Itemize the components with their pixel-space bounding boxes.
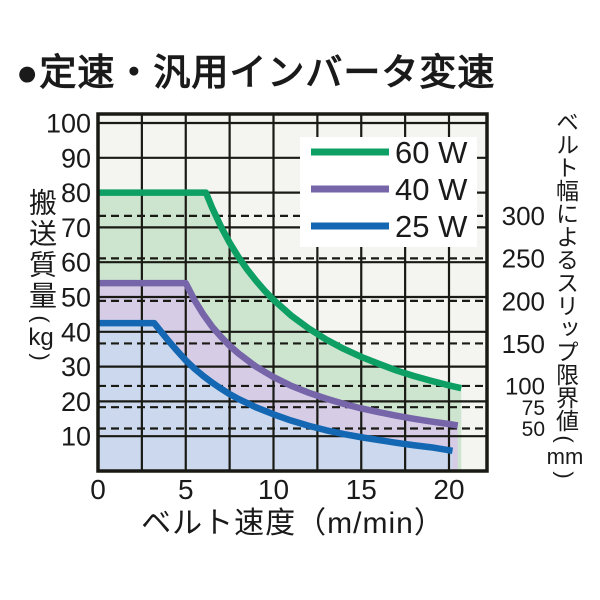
y-axis-tick-label: 30 (61, 352, 91, 382)
legend-label-25w: 25 W (395, 209, 468, 244)
y-axis-tick-label: 100 (46, 109, 91, 139)
legend-label-40w: 40 W (395, 172, 468, 207)
chart-title: ●定速・汎用インバータ変速 (16, 52, 496, 93)
y-axis-tick-label: 90 (61, 143, 91, 173)
y-axis-tick-label: 10 (61, 422, 91, 452)
right-axis-tick-label: 200 (502, 286, 545, 316)
y-axis-title-left-text: 搬送質量 (26, 188, 57, 312)
x-axis-tick-label: 10 (258, 474, 289, 505)
legend-swatch-60w (311, 148, 389, 156)
plot-body-group (98, 114, 487, 471)
x-axis-title: ベルト速度（m/min） (141, 507, 445, 540)
legend: 60 W40 W25 W (300, 135, 477, 247)
right-axis-tick-label: 300 (502, 201, 545, 231)
y-axis-title-right: ベルト幅によるスリップ限界値 ( mm ) (546, 110, 584, 482)
right-axis-tick-label: 100 (505, 374, 545, 401)
y-axis-tick-label: 20 (61, 387, 91, 417)
x-axis-tick-label: 5 (178, 474, 194, 505)
x-axis-tick-label: 20 (433, 474, 464, 505)
open-paren: ( (552, 435, 578, 443)
legend-swatch-25w (311, 222, 389, 230)
x-axis-tick-label: 15 (346, 474, 377, 505)
right-axis-tick-label: 75 (522, 397, 545, 420)
y-axis-tick-label: 40 (61, 317, 91, 347)
x-axis-tick-label: 0 (90, 474, 106, 505)
close-paren: ) (552, 471, 578, 479)
y-axis-tick-label: 70 (61, 213, 91, 243)
open-paren: ( (28, 315, 54, 323)
close-paren: ) (28, 353, 54, 361)
curve-40w (98, 279, 459, 429)
y-axis-tick-label: 50 (61, 283, 91, 313)
y-axis-left-unit: kg (28, 324, 54, 351)
y-axis-tick-label: 60 (61, 248, 91, 278)
curve-25w (98, 319, 454, 455)
y-axis-right-unit: mm (546, 444, 584, 469)
y-axis-tick-label: 80 (61, 178, 91, 208)
right-axis-tick-label: 50 (522, 418, 545, 441)
right-axis-tick-label: 150 (502, 329, 545, 359)
legend-label-60w: 60 W (395, 135, 468, 170)
legend-swatch-40w (311, 185, 389, 193)
plot-border (96, 112, 489, 473)
y-axis-title-left: 搬送質量 ( kg ) (22, 188, 60, 364)
y-axis-title-right-text: ベルト幅によるスリップ限界値 (552, 110, 579, 432)
curve-60w (98, 189, 463, 392)
right-axis-tick-label: 250 (502, 244, 545, 274)
